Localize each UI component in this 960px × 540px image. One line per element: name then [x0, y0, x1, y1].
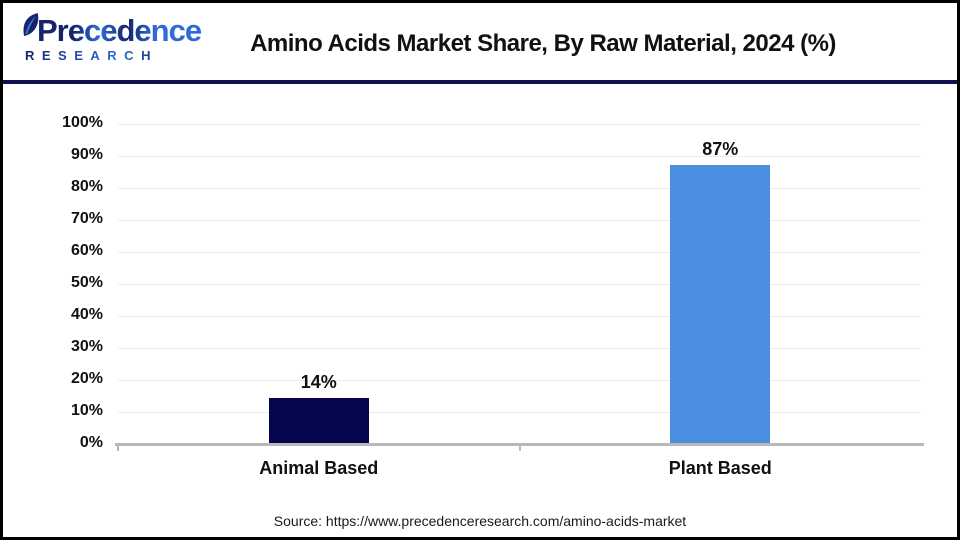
y-tick-label-80: 80% [70, 178, 103, 195]
source-text: Source: https://www.precedenceresearch.c… [273, 513, 687, 529]
y-tick-label-40: 40% [70, 306, 103, 323]
y-tick-label-60: 60% [70, 242, 103, 259]
y-tick-label-100: 100% [62, 114, 103, 131]
x-axis-baseline [115, 443, 924, 446]
axis-tick-start [117, 446, 119, 451]
gridline-20 [118, 380, 921, 381]
y-tick-label-90: 90% [70, 146, 103, 163]
y-tick-label-50: 50% [70, 274, 103, 291]
gridline-60 [118, 252, 921, 253]
y-tick-label-0: 0% [79, 434, 103, 451]
value-label-plant-based: 87% [702, 139, 739, 159]
category-label-animal-based: Animal Based [259, 458, 379, 478]
gridline-10 [118, 412, 921, 413]
header: Precedence RESEARCH Amino Acids Market S… [3, 3, 957, 84]
value-label-animal-based: 14% [300, 372, 337, 392]
gridline-90 [118, 156, 921, 157]
bar-plant-based [670, 165, 771, 443]
y-tick-label-30: 30% [70, 338, 103, 355]
logo-subtitle: RESEARCH [25, 49, 231, 62]
gridline-80 [118, 188, 921, 189]
axis-tick-mid [518, 446, 521, 451]
gridline-70 [118, 220, 921, 221]
category-label-plant-based: Plant Based [668, 458, 772, 478]
plot-area [115, 124, 924, 451]
gridline-40 [118, 316, 921, 317]
leaf-icon [23, 13, 39, 37]
y-tick-label-20: 20% [70, 370, 103, 387]
gridline-50 [118, 284, 921, 285]
precedence-research-logo: Precedence RESEARCH [21, 13, 231, 62]
logo-wordmark: Precedence [37, 13, 202, 48]
chart-title: Amino Acids Market Share, By Raw Materia… [250, 30, 836, 57]
y-tick-label-10: 10% [70, 402, 103, 419]
gridline-30 [118, 348, 921, 349]
gridline-100 [118, 124, 921, 125]
y-tick-label-70: 70% [70, 210, 103, 227]
bar-animal-based [268, 398, 369, 443]
